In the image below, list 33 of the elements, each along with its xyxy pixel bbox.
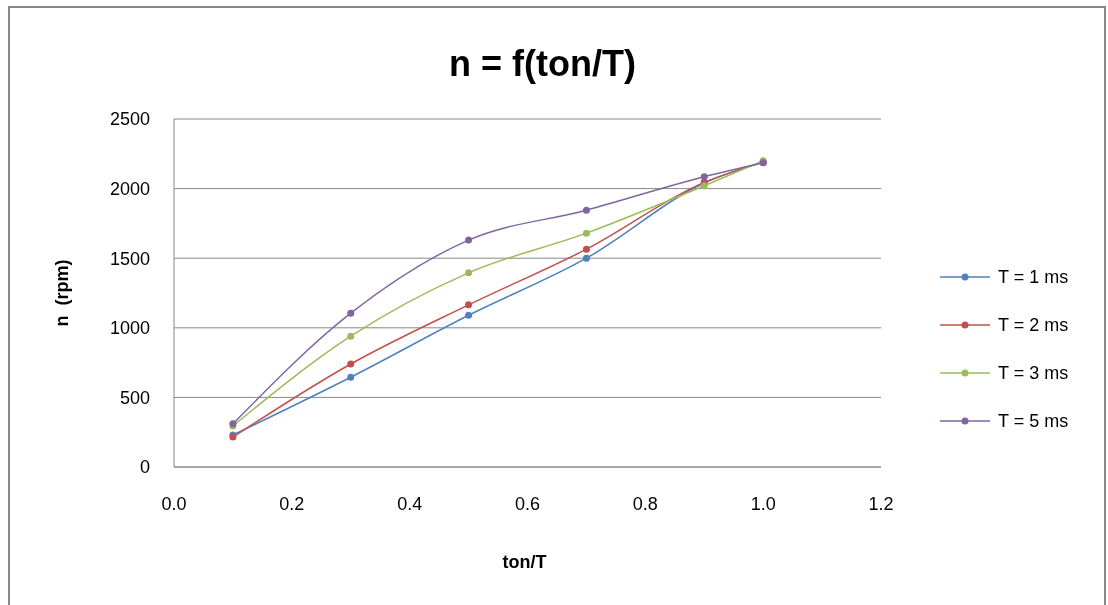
point <box>465 301 473 309</box>
point <box>582 229 590 237</box>
y-tick-label: 1500 <box>109 248 150 269</box>
y-tick-label: 500 <box>119 387 150 408</box>
legend-label: T = 1 ms <box>998 267 1069 288</box>
x-tick-label: 0.6 <box>514 494 541 514</box>
point <box>465 311 473 319</box>
point <box>465 236 473 244</box>
y-tick-label: 2000 <box>109 178 150 199</box>
legend-label: T = 2 ms <box>998 315 1069 336</box>
legend-label: T = 3 ms <box>998 363 1069 384</box>
x-tick-label: 0.2 <box>279 494 305 514</box>
point <box>582 245 590 253</box>
point <box>582 206 590 214</box>
chart-title: n = f(ton/T) <box>449 43 636 84</box>
point <box>465 269 473 277</box>
point <box>347 360 355 368</box>
point <box>347 309 355 317</box>
y-tick-label: 0 <box>139 457 150 478</box>
x-axis-title: ton/T <box>502 552 547 572</box>
y-tick-label: 1000 <box>109 318 150 339</box>
x-tick-label: 0.8 <box>632 494 658 514</box>
point <box>582 254 590 262</box>
y-tick-label: 2500 <box>109 109 150 130</box>
y-axis-title: n (rpm) <box>52 259 72 327</box>
point <box>347 332 355 340</box>
point <box>347 373 355 381</box>
x-tick-label: 1.2 <box>868 494 894 514</box>
x-tick-label: 1.0 <box>750 494 776 514</box>
x-tick-label: 0.4 <box>397 494 423 514</box>
legend-label: T = 5 ms <box>998 411 1069 432</box>
point <box>700 173 708 181</box>
x-tick-label: 0.0 <box>161 494 187 514</box>
